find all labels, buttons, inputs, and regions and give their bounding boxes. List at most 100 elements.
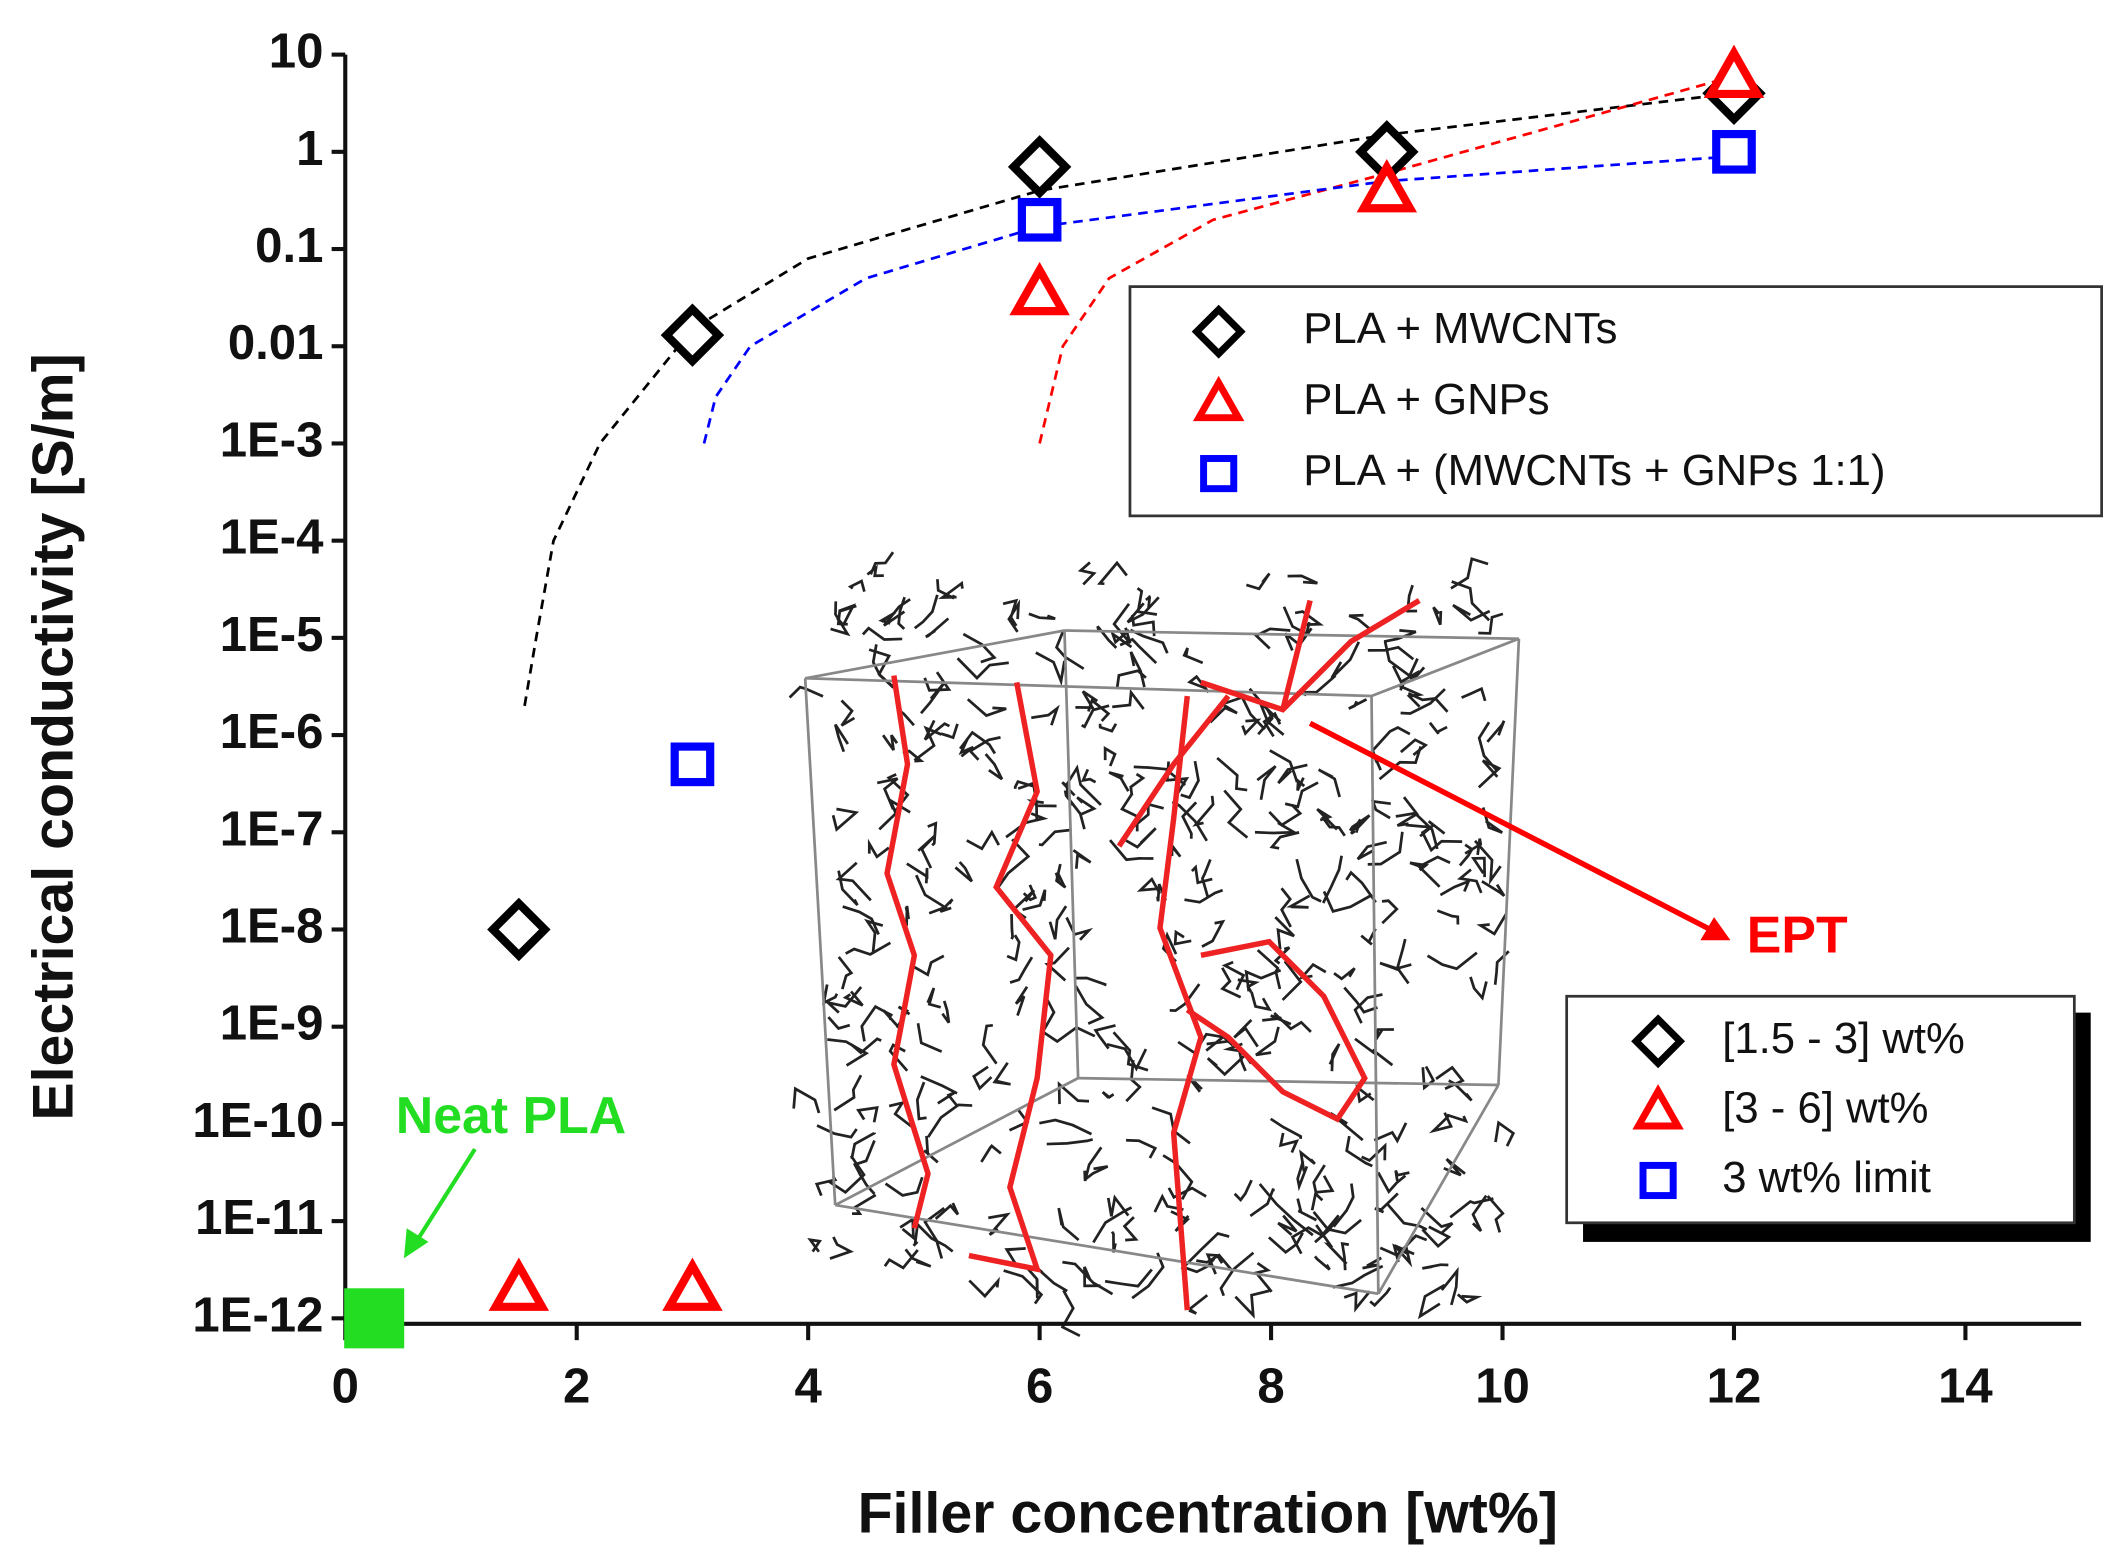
fit-curve bbox=[523, 91, 1735, 707]
annotation: Neat PLA bbox=[396, 1086, 626, 1144]
fiber bbox=[1039, 1118, 1093, 1136]
fiber bbox=[1072, 849, 1092, 869]
legend-label: 3 wt% limit bbox=[1722, 1153, 1931, 1202]
fiber bbox=[966, 829, 1001, 851]
fiber bbox=[1406, 584, 1418, 613]
y-tick-label: 1E-10 bbox=[192, 1094, 323, 1148]
cube-edge bbox=[805, 676, 1372, 698]
fiber bbox=[1256, 765, 1277, 800]
fiber bbox=[1439, 878, 1472, 897]
fiber bbox=[1186, 1074, 1203, 1093]
x-tick-label: 14 bbox=[1938, 1359, 1993, 1413]
fiber bbox=[1478, 612, 1504, 635]
fiber bbox=[1110, 629, 1133, 649]
fiber bbox=[827, 1016, 851, 1031]
fiber bbox=[878, 611, 896, 625]
fiber bbox=[1233, 1179, 1253, 1202]
fiber bbox=[1076, 796, 1097, 816]
fiber bbox=[1057, 1207, 1080, 1242]
x-tick-label: 12 bbox=[1707, 1359, 1762, 1413]
legend-box bbox=[1128, 285, 2103, 518]
fiber bbox=[1448, 1079, 1473, 1102]
fiber bbox=[1343, 1290, 1371, 1313]
fiber bbox=[1310, 1175, 1335, 1211]
cube-edge bbox=[1064, 629, 1519, 641]
fiber bbox=[958, 738, 975, 758]
fiber bbox=[836, 603, 857, 628]
fiber bbox=[845, 941, 892, 956]
fiber bbox=[1108, 771, 1130, 792]
percolation-path bbox=[968, 681, 1054, 1273]
fiber bbox=[1367, 645, 1415, 661]
fiber bbox=[1361, 1142, 1387, 1163]
fiber bbox=[1129, 651, 1146, 688]
square-marker bbox=[1639, 1161, 1677, 1200]
fiber bbox=[923, 719, 951, 741]
fiber bbox=[1332, 1264, 1384, 1289]
fiber bbox=[1181, 801, 1198, 839]
fiber bbox=[1428, 1112, 1454, 1134]
fiber bbox=[1420, 830, 1463, 853]
fiber bbox=[1274, 916, 1295, 950]
square-marker bbox=[1200, 455, 1238, 493]
fiber bbox=[834, 723, 850, 753]
fiber bbox=[850, 1037, 882, 1055]
fiber bbox=[1060, 1289, 1081, 1338]
fiber bbox=[1450, 557, 1489, 590]
diamond-marker bbox=[1631, 1014, 1686, 1069]
fiber bbox=[1457, 868, 1483, 894]
fiber bbox=[938, 580, 964, 599]
fiber bbox=[1395, 811, 1439, 850]
y-tick-label: 1E-8 bbox=[220, 899, 324, 953]
fiber bbox=[1345, 1135, 1373, 1168]
cube-edge bbox=[834, 1203, 1379, 1296]
fiber bbox=[1370, 799, 1391, 820]
percolation-path bbox=[1157, 695, 1204, 1311]
diamond-marker bbox=[487, 897, 551, 962]
fiber bbox=[1268, 803, 1303, 827]
fit-curve bbox=[1038, 74, 1735, 444]
fiber bbox=[1284, 627, 1313, 651]
fiber bbox=[1449, 1197, 1494, 1219]
fiber bbox=[1244, 968, 1282, 992]
arrow-head bbox=[1700, 917, 1731, 941]
fiber bbox=[1022, 884, 1038, 902]
fiber bbox=[1273, 1012, 1312, 1033]
fiber bbox=[864, 918, 884, 953]
fiber bbox=[1333, 967, 1356, 981]
y-tick-label: 1 bbox=[296, 122, 323, 176]
fiber bbox=[1010, 914, 1014, 940]
fiber bbox=[1136, 876, 1162, 895]
fiber bbox=[807, 1238, 822, 1253]
fiber bbox=[954, 861, 974, 883]
cube-edge bbox=[1371, 637, 1520, 698]
fiber bbox=[1348, 613, 1371, 630]
fiber bbox=[927, 821, 938, 847]
triangle-marker bbox=[1356, 159, 1418, 213]
fiber bbox=[1420, 1206, 1454, 1234]
fiber bbox=[1074, 976, 1107, 987]
fiber bbox=[1234, 1289, 1270, 1319]
cube-edge bbox=[1497, 638, 1521, 1086]
percolation-path bbox=[1200, 598, 1421, 713]
fiber bbox=[1277, 763, 1308, 785]
fiber bbox=[1081, 704, 1110, 729]
fiber bbox=[1372, 726, 1411, 751]
percolation-path bbox=[1185, 938, 1368, 1123]
legend-label: PLA + (MWCNTs + GNPs 1:1) bbox=[1303, 446, 1885, 495]
fiber bbox=[1267, 1232, 1304, 1255]
fiber bbox=[1098, 723, 1118, 733]
fiber bbox=[1400, 688, 1446, 715]
fiber bbox=[917, 834, 937, 869]
fiber bbox=[1481, 807, 1504, 834]
fiber bbox=[1313, 1255, 1331, 1271]
fiber bbox=[1103, 746, 1117, 767]
fiber bbox=[858, 1172, 876, 1195]
fiber bbox=[1317, 768, 1341, 798]
y-tick-label: 1E-5 bbox=[220, 608, 324, 662]
fiber bbox=[1374, 1028, 1394, 1041]
fiber bbox=[1253, 627, 1291, 650]
fiber bbox=[972, 1065, 993, 1091]
fiber bbox=[1398, 684, 1425, 708]
square-marker bbox=[1017, 197, 1062, 242]
